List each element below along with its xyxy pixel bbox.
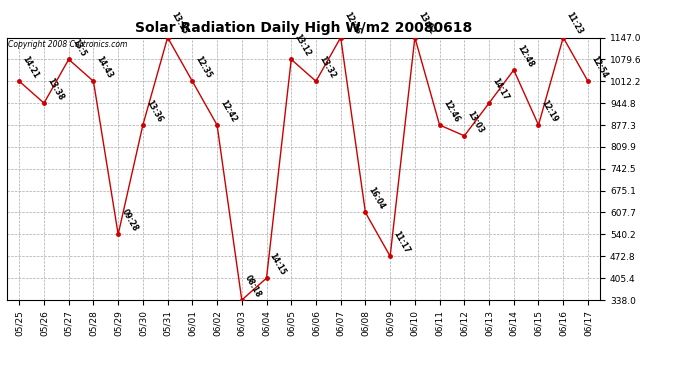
Text: 14:43: 14:43 bbox=[95, 54, 115, 80]
Text: 13:36: 13:36 bbox=[144, 98, 164, 124]
Text: 11:17: 11:17 bbox=[391, 230, 411, 255]
Text: 13:03: 13:03 bbox=[466, 109, 486, 134]
Text: 12:42: 12:42 bbox=[219, 98, 238, 124]
Text: 16:04: 16:04 bbox=[367, 186, 386, 211]
Text: 13:15: 13:15 bbox=[169, 11, 189, 36]
Text: 09:28: 09:28 bbox=[119, 207, 139, 233]
Text: 14:17: 14:17 bbox=[491, 76, 511, 102]
Title: Solar Radiation Daily High W/m2 20080618: Solar Radiation Daily High W/m2 20080618 bbox=[135, 21, 472, 35]
Text: 12:48: 12:48 bbox=[515, 43, 535, 69]
Text: 13:38: 13:38 bbox=[46, 76, 66, 102]
Text: 13:12: 13:12 bbox=[293, 33, 313, 58]
Text: 13:5: 13:5 bbox=[70, 37, 87, 58]
Text: 13:32: 13:32 bbox=[317, 54, 337, 80]
Text: 12:46: 12:46 bbox=[441, 98, 461, 124]
Text: 12:35: 12:35 bbox=[194, 55, 213, 80]
Text: Copyright 2008 Cartronics.com: Copyright 2008 Cartronics.com bbox=[8, 40, 128, 49]
Text: 08:18: 08:18 bbox=[243, 273, 263, 298]
Text: 12:19: 12:19 bbox=[540, 98, 560, 124]
Text: 14:21: 14:21 bbox=[21, 54, 41, 80]
Text: 13:02: 13:02 bbox=[416, 11, 436, 36]
Text: 11:23: 11:23 bbox=[564, 11, 584, 36]
Text: 12:54: 12:54 bbox=[589, 55, 609, 80]
Text: 12:46: 12:46 bbox=[342, 11, 362, 36]
Text: 14:15: 14:15 bbox=[268, 252, 288, 277]
